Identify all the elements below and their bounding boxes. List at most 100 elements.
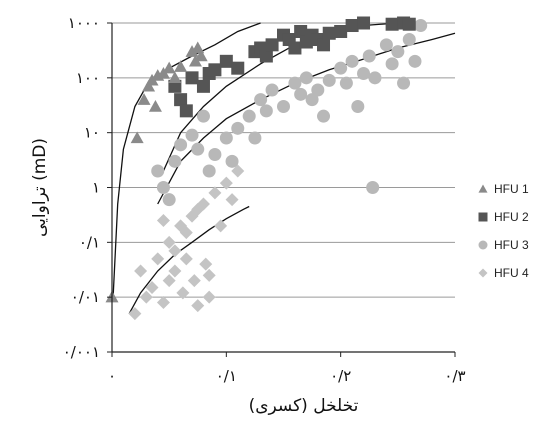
legend-label: HFU 2	[494, 210, 529, 224]
data-point-diamond	[225, 193, 239, 207]
y-tick-label: ۱۰	[84, 124, 100, 142]
x-tick-label: ۰	[108, 367, 116, 385]
data-points	[105, 16, 428, 321]
data-point-triangle	[194, 49, 208, 62]
data-point-square	[402, 17, 416, 31]
trend-curve	[128, 205, 250, 315]
y-tick-label: ۰/۰۰۱	[63, 343, 100, 361]
data-point-square	[185, 71, 199, 85]
x-tick-label: ۰/۳	[444, 367, 465, 385]
x-tick-label: ۰/۲	[330, 367, 351, 385]
data-point-circle	[225, 154, 239, 168]
data-point-circle	[196, 109, 210, 123]
legend-marker-square	[478, 212, 488, 222]
data-point-circle	[219, 131, 233, 145]
data-point-circle	[248, 131, 262, 145]
data-point-diamond	[162, 235, 176, 249]
data-point-square	[345, 19, 359, 33]
data-point-circle	[414, 19, 428, 33]
legend-label: HFU 1	[494, 182, 529, 196]
data-point-diamond	[219, 176, 233, 190]
x-tick-label: ۰/۱	[216, 367, 237, 385]
data-point-circle	[385, 57, 399, 71]
data-point-square	[294, 24, 308, 38]
data-point-circle	[366, 181, 380, 194]
data-point-diamond	[168, 244, 182, 258]
data-point-circle	[311, 83, 325, 97]
data-point-square	[357, 16, 371, 30]
data-point-diamond	[191, 202, 205, 216]
tick-labels: ۰/۰۰۱ ۰/۰۱ ۰/۱ ۱ ۱۰ ۱۰۰ ۱۰۰۰ ۰ ۰/۱ ۰/۲ ۰/۳	[63, 14, 466, 385]
data-point-square	[322, 26, 336, 40]
data-point-diamond	[176, 286, 190, 300]
data-point-circle	[168, 154, 182, 168]
data-point-triangle	[168, 71, 182, 84]
data-point-triangle	[188, 54, 202, 67]
data-point-triangle	[162, 61, 176, 74]
data-point-square	[208, 63, 222, 77]
data-point-square	[219, 54, 233, 68]
data-point-diamond	[231, 164, 245, 178]
data-point-circle	[185, 128, 199, 142]
data-point-triangle	[142, 79, 156, 92]
data-point-diamond	[145, 281, 159, 295]
data-point-diamond	[179, 252, 193, 266]
data-point-circle	[294, 87, 308, 101]
data-point-circle	[277, 100, 290, 114]
data-point-diamond	[191, 299, 205, 313]
data-point-square	[259, 49, 273, 63]
data-point-circle	[231, 121, 245, 135]
data-point-diamond	[179, 226, 193, 240]
data-point-circle	[259, 104, 273, 118]
data-point-circle	[242, 109, 256, 123]
y-tick-label: ۱	[92, 179, 100, 197]
data-point-diamond	[156, 295, 170, 309]
data-point-diamond	[202, 290, 216, 304]
data-point-circle	[345, 54, 359, 68]
legend-label: HFU 4	[494, 266, 529, 280]
data-point-diamond	[134, 264, 148, 278]
data-point-circle	[391, 45, 405, 59]
data-point-circle	[174, 138, 188, 152]
data-point-circle	[299, 71, 313, 85]
trend-curves	[112, 22, 456, 315]
gridlines	[112, 22, 455, 298]
data-point-circle	[156, 181, 170, 194]
data-point-circle	[151, 164, 165, 178]
legend-marker-diamond	[478, 268, 488, 278]
data-point-square	[385, 17, 399, 31]
data-point-circle	[322, 73, 336, 87]
data-point-circle	[202, 164, 216, 178]
data-point-circle	[368, 71, 382, 85]
data-point-circle	[334, 61, 348, 75]
data-point-square	[196, 79, 210, 93]
data-point-diamond	[151, 252, 165, 266]
data-point-diamond	[202, 268, 216, 282]
data-point-diamond	[156, 214, 170, 228]
data-point-circle	[162, 193, 176, 207]
data-point-circle	[397, 76, 411, 90]
data-point-circle	[254, 93, 268, 107]
data-point-triangle	[137, 93, 151, 105]
data-point-diamond	[128, 307, 142, 321]
data-point-square	[265, 38, 279, 52]
y-tick-label: ۰/۰۱	[71, 288, 100, 306]
data-point-circle	[351, 100, 365, 114]
data-point-circle	[288, 76, 302, 90]
legend-marker-triangle	[478, 184, 488, 193]
y-tick-label: ۱۰۰۰	[68, 14, 100, 32]
data-point-square	[231, 61, 245, 75]
data-point-diamond	[208, 186, 222, 200]
data-point-triangle	[185, 45, 199, 57]
data-point-circle	[402, 33, 416, 47]
data-point-square	[334, 24, 348, 38]
data-point-circle	[362, 49, 376, 63]
data-point-diamond	[214, 219, 228, 233]
data-point-square	[168, 79, 182, 93]
x-axis-title: تخلخل (کسری)	[249, 396, 359, 416]
data-point-circle	[208, 147, 222, 161]
data-point-square	[317, 38, 331, 52]
data-point-circle	[305, 93, 319, 107]
data-point-square	[179, 104, 193, 118]
